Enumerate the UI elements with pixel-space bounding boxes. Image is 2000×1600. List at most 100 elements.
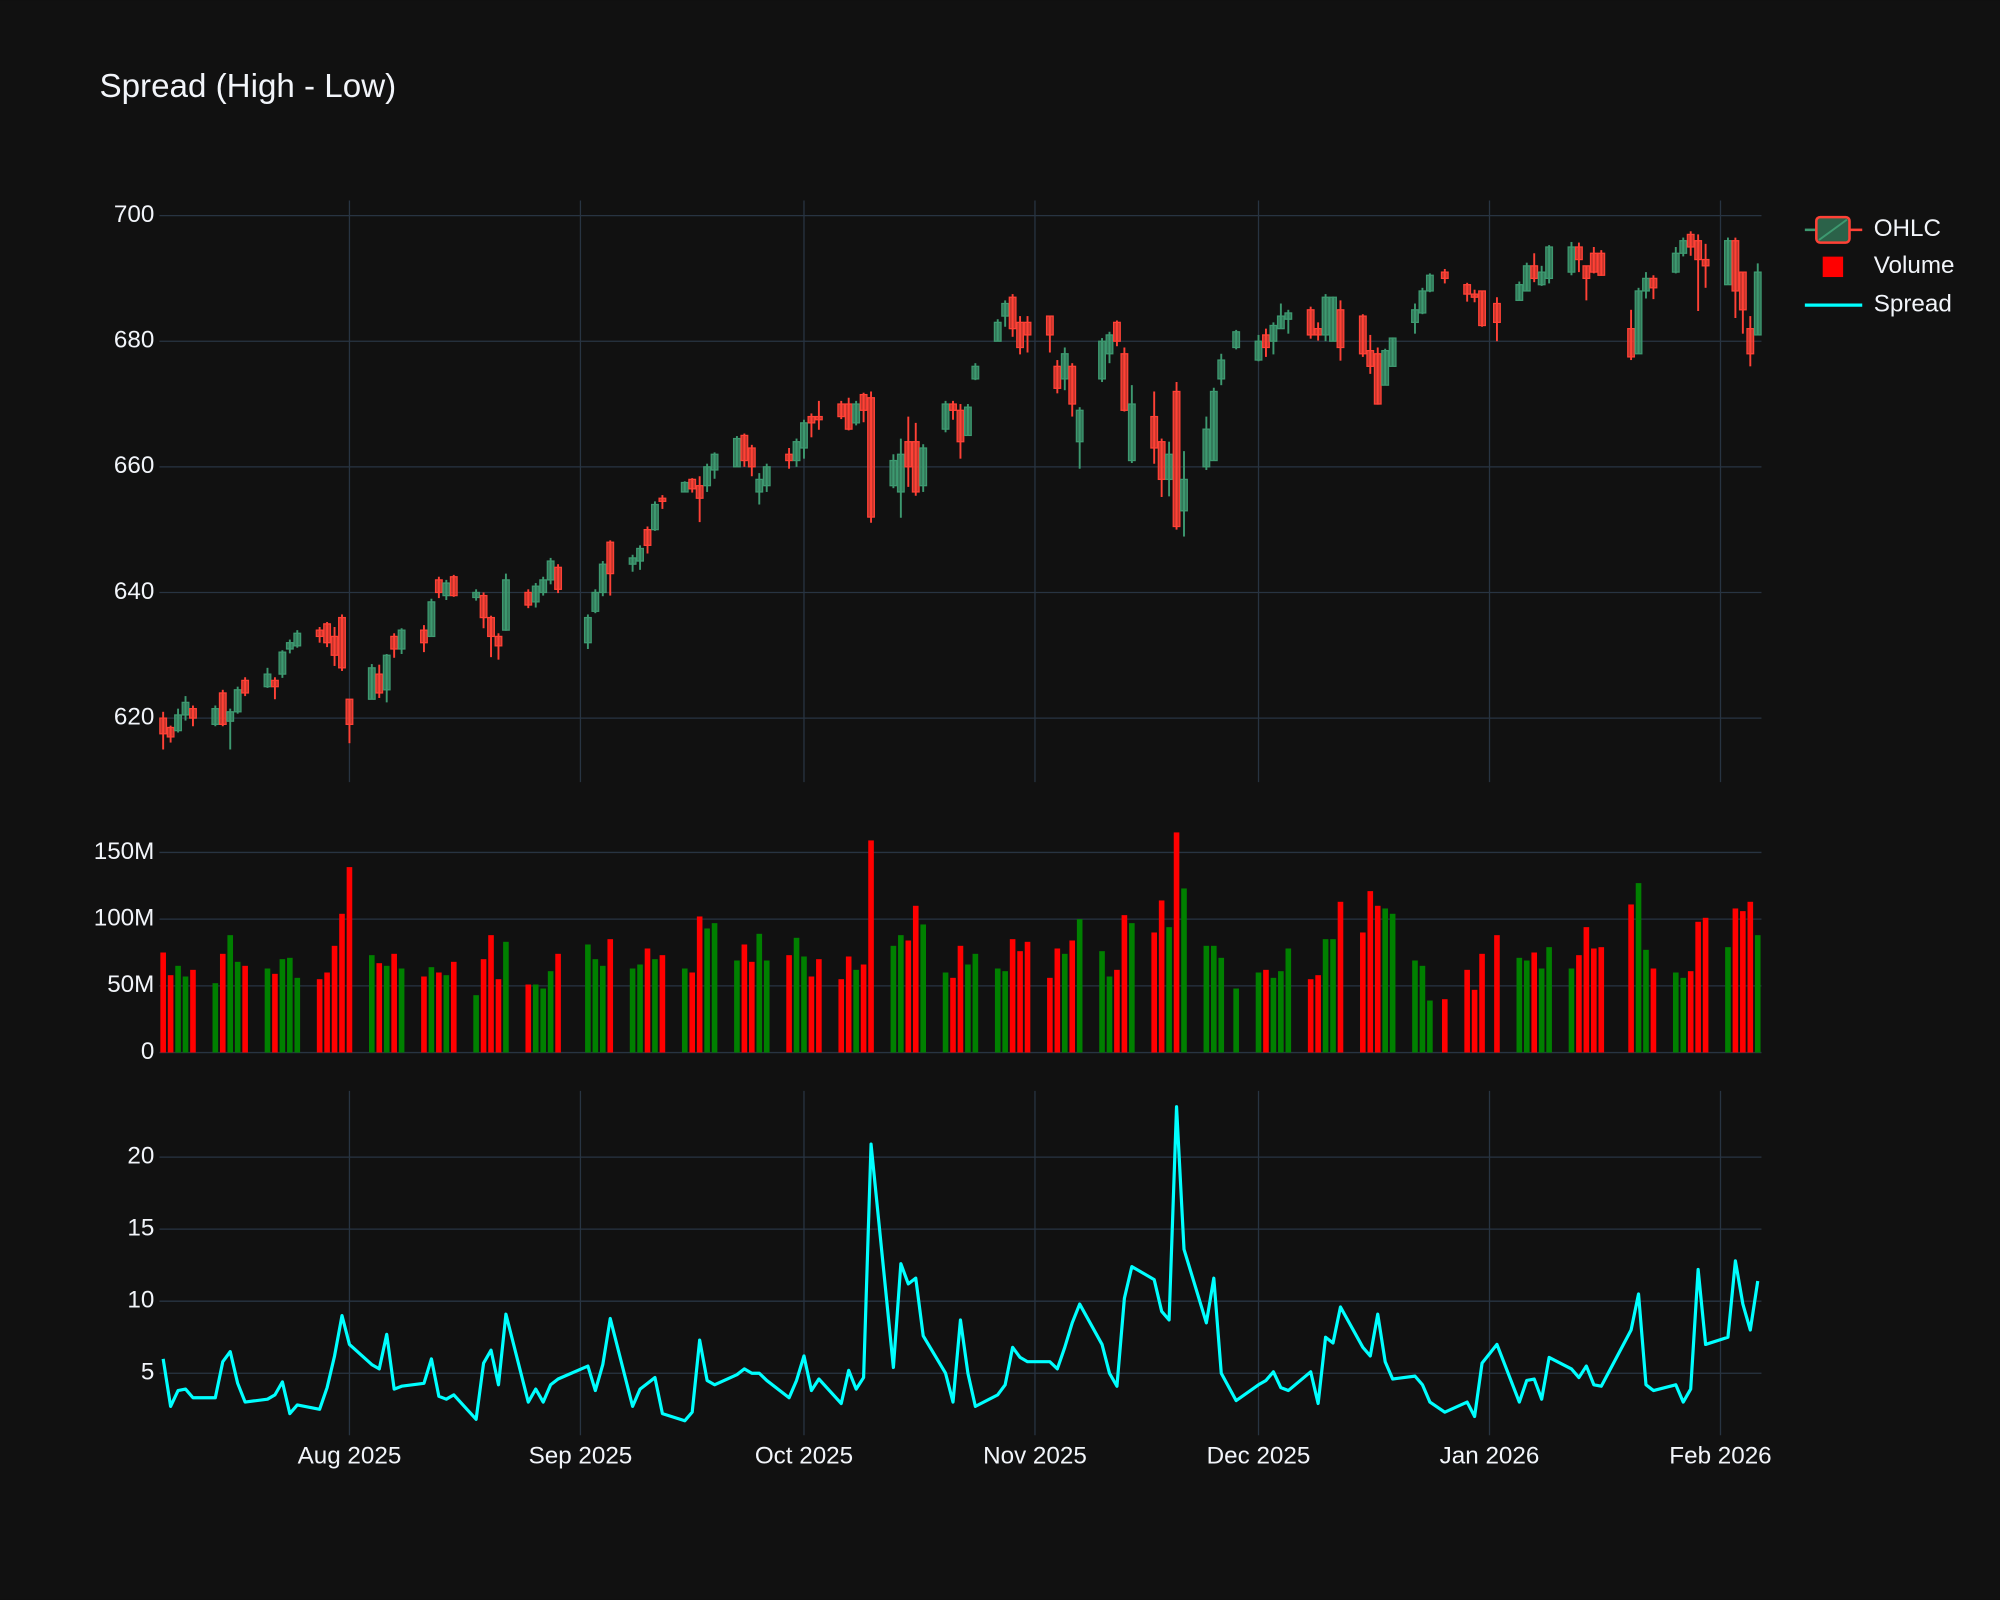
candle-body xyxy=(1060,353,1069,380)
candle-body xyxy=(904,441,913,468)
candle-body xyxy=(1284,312,1293,320)
candle-body xyxy=(1470,293,1479,298)
candle-body xyxy=(896,453,905,493)
candle-body xyxy=(375,673,384,694)
volume-bar xyxy=(1531,952,1538,1053)
candle-body xyxy=(1105,334,1114,355)
volume-bar xyxy=(585,944,591,1053)
chart-title: Spread (High - Low) xyxy=(99,68,396,105)
volume-bar xyxy=(234,961,241,1053)
volume-bar xyxy=(1263,969,1269,1053)
candle-body xyxy=(427,601,436,638)
volume-bar xyxy=(1307,979,1314,1053)
x-tick-label: Nov 2025 xyxy=(983,1442,1087,1469)
candle-body xyxy=(1180,478,1188,512)
candle-body xyxy=(1627,328,1636,358)
volume-bar xyxy=(1374,905,1381,1053)
volume-bar xyxy=(1464,969,1470,1053)
candle-body xyxy=(397,629,406,650)
volume-bar xyxy=(1151,932,1158,1053)
y-tick-label: 10 xyxy=(127,1287,154,1314)
volume-bar xyxy=(219,953,226,1053)
candle-body xyxy=(1746,328,1755,355)
candle-body xyxy=(1574,246,1583,261)
volume-bar xyxy=(540,988,546,1053)
candle-body xyxy=(1254,340,1263,361)
volume-bar xyxy=(845,956,852,1053)
candle-body xyxy=(1053,365,1062,389)
volume-bar xyxy=(1747,901,1754,1053)
candle-body xyxy=(233,689,242,713)
candle-body xyxy=(1373,353,1382,405)
volume-bar xyxy=(1427,1000,1433,1053)
volume-bar xyxy=(741,944,748,1053)
candle-body xyxy=(598,563,607,594)
candle-body xyxy=(971,365,980,380)
volume-bar xyxy=(912,905,919,1053)
candle-body xyxy=(1597,252,1606,276)
candle-body xyxy=(1217,359,1226,380)
candle-body xyxy=(710,453,719,471)
candle-body xyxy=(1045,315,1054,336)
volume-bar xyxy=(659,955,666,1053)
volume-bar xyxy=(339,913,345,1053)
volume-bar xyxy=(749,961,755,1053)
volume-bar xyxy=(1114,969,1120,1053)
candle-body xyxy=(1388,337,1397,367)
volume-bar xyxy=(443,975,450,1053)
candle-body xyxy=(1425,274,1434,292)
candle-body xyxy=(606,541,615,575)
candle-body xyxy=(1314,328,1323,336)
candle-body xyxy=(956,409,965,443)
volume-bar xyxy=(920,924,927,1053)
candle-body xyxy=(330,635,339,656)
candle-body xyxy=(889,459,898,487)
candle-body xyxy=(792,441,801,462)
spread-line xyxy=(161,1105,1760,1423)
candle-body xyxy=(1642,277,1650,292)
candle-body xyxy=(367,667,376,700)
volume-bar xyxy=(965,964,971,1053)
y-tick-label: 640 xyxy=(114,578,154,605)
candle-body xyxy=(993,321,1002,342)
legend-label: OHLC xyxy=(1874,215,1941,242)
volume-bar xyxy=(167,975,174,1053)
volume-bar xyxy=(905,940,912,1053)
candle-body xyxy=(1209,390,1218,462)
volume-bar xyxy=(696,916,703,1053)
candle-body xyxy=(1202,428,1211,468)
volume-bar xyxy=(428,967,435,1053)
volume-bar xyxy=(503,941,509,1053)
volume-bar xyxy=(1591,948,1597,1053)
candle-body xyxy=(1172,390,1181,528)
candle-body xyxy=(762,466,771,487)
candle-body xyxy=(837,403,846,418)
candle-body xyxy=(583,616,592,644)
volume-bar xyxy=(488,935,494,1053)
volume-bar xyxy=(1121,915,1128,1053)
volume-bar xyxy=(346,867,353,1053)
candle-body xyxy=(1358,315,1367,355)
candle-body xyxy=(1545,246,1554,280)
volume-bar xyxy=(1330,939,1336,1053)
candle-body xyxy=(1165,453,1174,481)
volume-bar xyxy=(689,972,696,1053)
volume-bar xyxy=(1255,972,1262,1053)
legend-icon xyxy=(1822,256,1844,278)
candle-body xyxy=(189,708,197,719)
volume-bar xyxy=(957,945,964,1053)
candle-body xyxy=(1634,290,1643,355)
x-tick-label: Oct 2025 xyxy=(755,1442,853,1469)
volume-bar xyxy=(1412,960,1418,1053)
candle-body xyxy=(1008,296,1017,330)
y-tick-label: 5 xyxy=(141,1359,154,1386)
candle-body xyxy=(1701,258,1710,267)
volume-bar xyxy=(1270,977,1277,1053)
candle-body xyxy=(688,478,697,490)
candle-body xyxy=(479,594,488,619)
volume-bar xyxy=(316,979,323,1053)
volume-bar xyxy=(1203,945,1210,1053)
volume-bar xyxy=(763,960,770,1053)
